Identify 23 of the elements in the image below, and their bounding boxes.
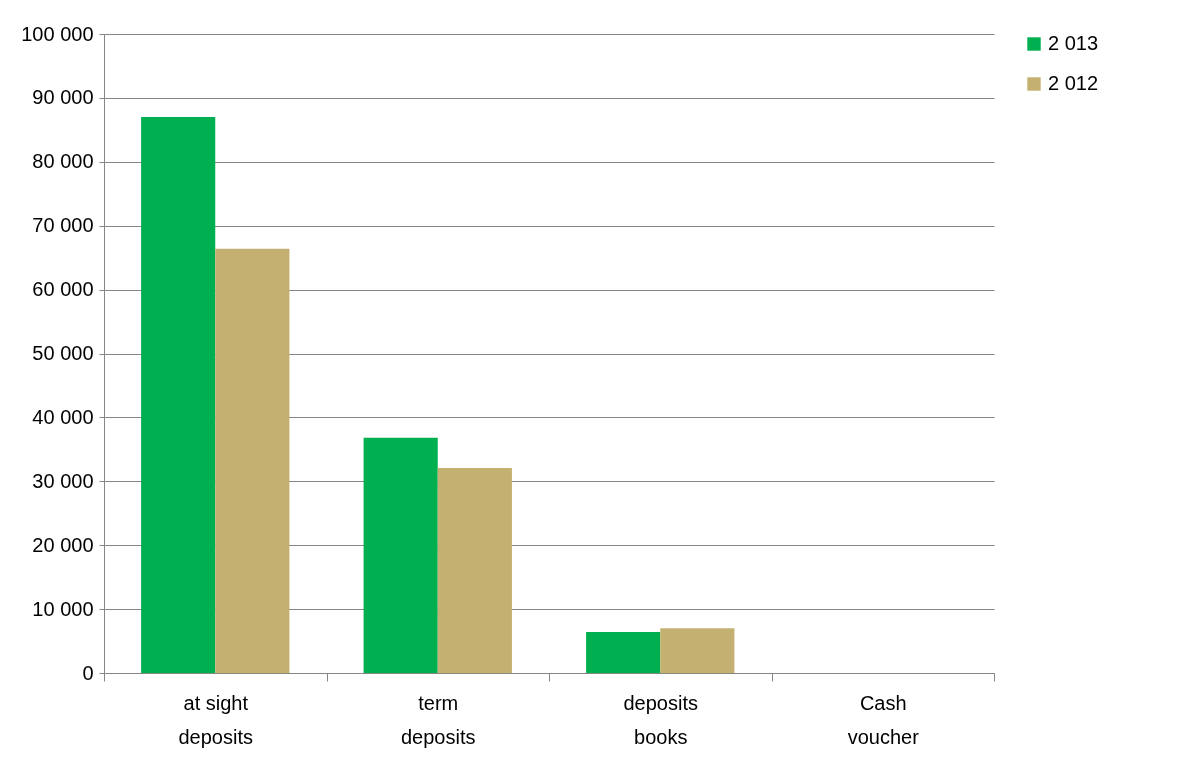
legend-label: 2 013 xyxy=(1048,32,1099,54)
y-tick-label: 50 000 xyxy=(32,342,94,364)
y-tick-label: 40 000 xyxy=(32,405,94,428)
y-tick-label: 0 xyxy=(82,661,94,684)
bar xyxy=(586,632,661,673)
x-tick-label: Cash voucher xyxy=(847,691,920,748)
bar xyxy=(437,467,512,673)
y-tick-label: 100 000 xyxy=(21,22,94,45)
x-tick-label: term deposits xyxy=(401,691,476,748)
bar xyxy=(660,628,735,673)
x-tick-label: deposits books xyxy=(623,691,698,748)
y-tick-label: 10 000 xyxy=(32,597,94,620)
y-tick-label: 80 000 xyxy=(32,150,94,173)
legend-label: 2 012 xyxy=(1048,72,1099,94)
y-tick-label: 90 000 xyxy=(32,86,94,109)
y-tick-label: 20 000 xyxy=(32,533,94,556)
bar xyxy=(363,437,438,673)
y-tick-label: 30 000 xyxy=(32,469,94,492)
y-tick-label: 70 000 xyxy=(32,214,94,237)
bar xyxy=(141,117,216,673)
y-tick-label: 60 000 xyxy=(32,278,94,301)
bar xyxy=(215,248,290,673)
x-tick-label: at sight deposits xyxy=(178,691,253,748)
